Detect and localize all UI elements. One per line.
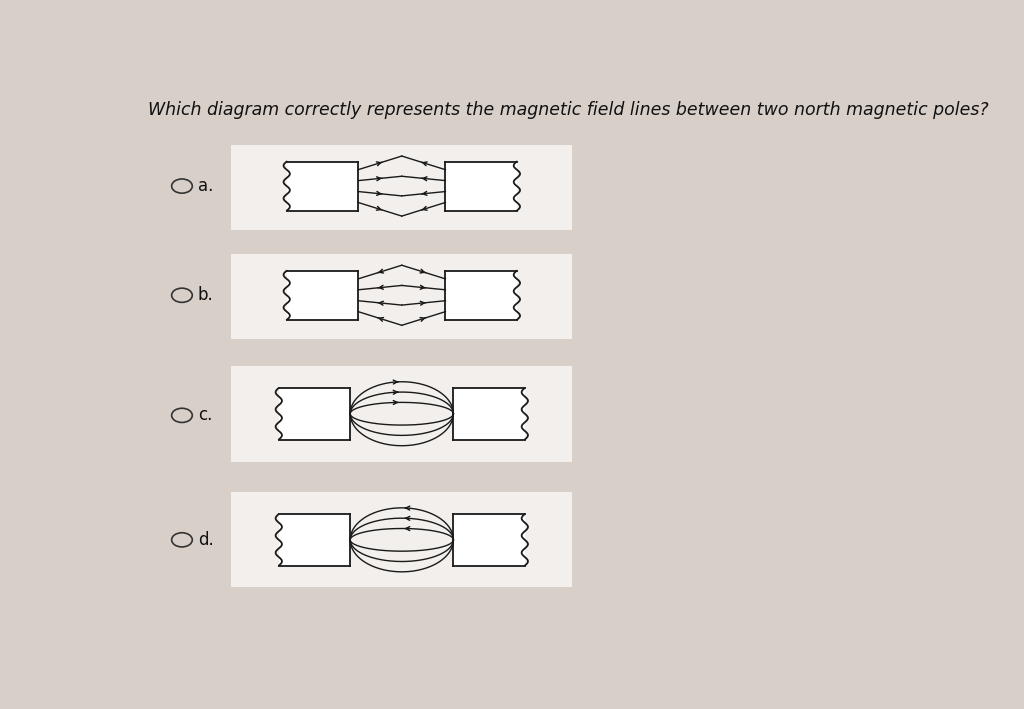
Bar: [231, 255, 572, 339]
Bar: [231, 492, 572, 587]
Text: d.: d.: [198, 531, 214, 549]
Bar: [454, 514, 524, 566]
Text: c.: c.: [198, 406, 212, 425]
Bar: [279, 388, 350, 440]
Bar: [231, 367, 572, 462]
Text: Which diagram correctly represents the magnetic field lines between two north ma: Which diagram correctly represents the m…: [147, 101, 988, 119]
Bar: [231, 145, 572, 230]
Text: a.: a.: [198, 177, 213, 195]
Bar: [279, 514, 350, 566]
Bar: [454, 388, 524, 440]
Bar: [287, 162, 358, 211]
Bar: [445, 271, 517, 320]
Bar: [287, 271, 358, 320]
Bar: [445, 162, 517, 211]
Text: b.: b.: [198, 286, 214, 304]
